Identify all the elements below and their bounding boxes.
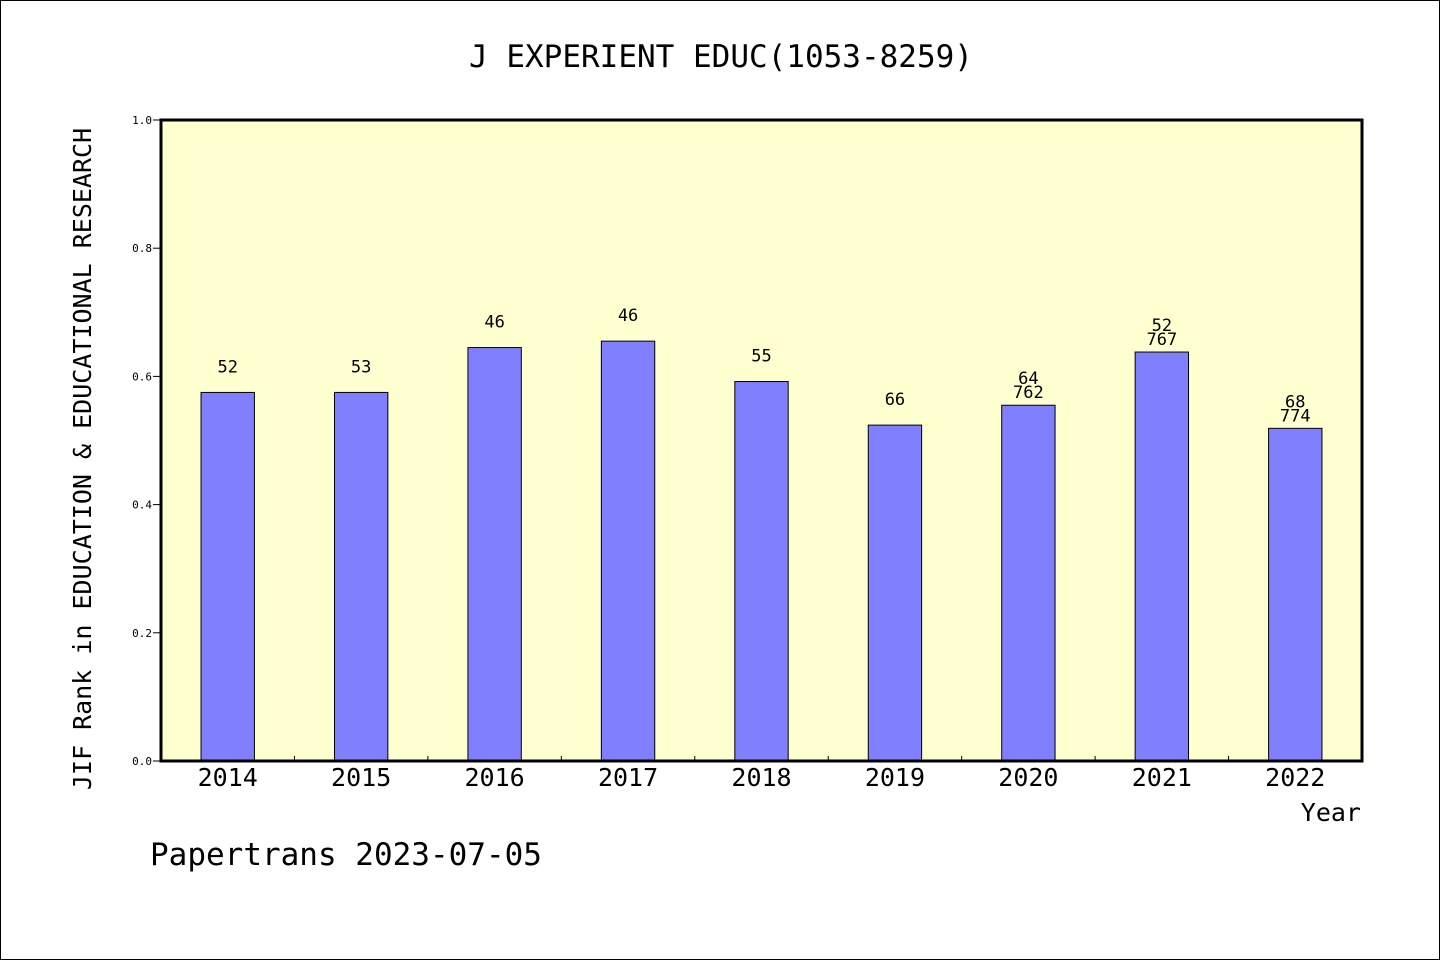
- y-axis-ticks: 0.0 0.2 0.4 0.6 0.8 1.0: [132, 114, 161, 768]
- bar-value-label: 767: [1146, 330, 1177, 350]
- bar-value-label: 55: [751, 347, 771, 367]
- x-tick-label: 2020: [998, 763, 1058, 792]
- bar-2018: [734, 381, 789, 762]
- bar-2021: [1134, 351, 1190, 762]
- x-tick-label: 2016: [465, 763, 525, 792]
- bar-2014: [200, 391, 255, 762]
- bar-value-label: 66: [885, 390, 905, 410]
- chart-title: J EXPERIENT EDUC(1053-8259): [469, 39, 973, 75]
- y-tick-label: 0.6: [132, 370, 152, 383]
- x-tick-label: 2019: [865, 763, 925, 792]
- x-tick-label: 2015: [331, 763, 391, 792]
- bar-2017: [600, 340, 656, 762]
- x-tick-label: 2021: [1132, 763, 1192, 792]
- plot-border: [159, 118, 1364, 763]
- x-tick-label: 2017: [598, 763, 658, 792]
- bar-value-label: 52: [217, 357, 237, 377]
- y-tick-label: 0.8: [132, 242, 152, 255]
- x-axis-ticks: 2014 2015 2016 2017 2018 2019 2020 2021 2022: [198, 756, 1325, 792]
- y-tick-label: 0.0: [132, 755, 152, 768]
- x-tick-label: 2022: [1265, 763, 1325, 792]
- y-tick-label: 0.2: [132, 627, 152, 640]
- x-tick-label: 2018: [731, 763, 791, 792]
- bar-value-label: 46: [484, 313, 504, 333]
- x-tick-label: 2014: [198, 763, 258, 792]
- y-axis-label: JIF Rank in EDUCATION & EDUCATIONAL RESE…: [68, 128, 97, 790]
- bar-2020: [1001, 404, 1056, 762]
- bar-value-label: 64: [1018, 369, 1038, 389]
- bar-value-label: 52: [1152, 316, 1172, 336]
- bar-2019: [867, 424, 923, 762]
- bar-value-label: 774: [1280, 406, 1311, 426]
- y-tick-label: 1.0: [132, 114, 152, 127]
- bar-value-label: 46: [618, 306, 638, 326]
- footer-credit: Papertrans 2023-07-05: [150, 837, 542, 873]
- bar-value-label: 68: [1285, 392, 1305, 412]
- bar-value-label: 53: [351, 357, 371, 377]
- bar-value-label: 762: [1013, 383, 1044, 403]
- bar-2016: [467, 347, 522, 762]
- bar-2022: [1268, 427, 1323, 762]
- x-axis-label: Year: [1301, 798, 1361, 827]
- y-tick-label: 0.4: [132, 499, 152, 512]
- bar-2015: [333, 391, 389, 762]
